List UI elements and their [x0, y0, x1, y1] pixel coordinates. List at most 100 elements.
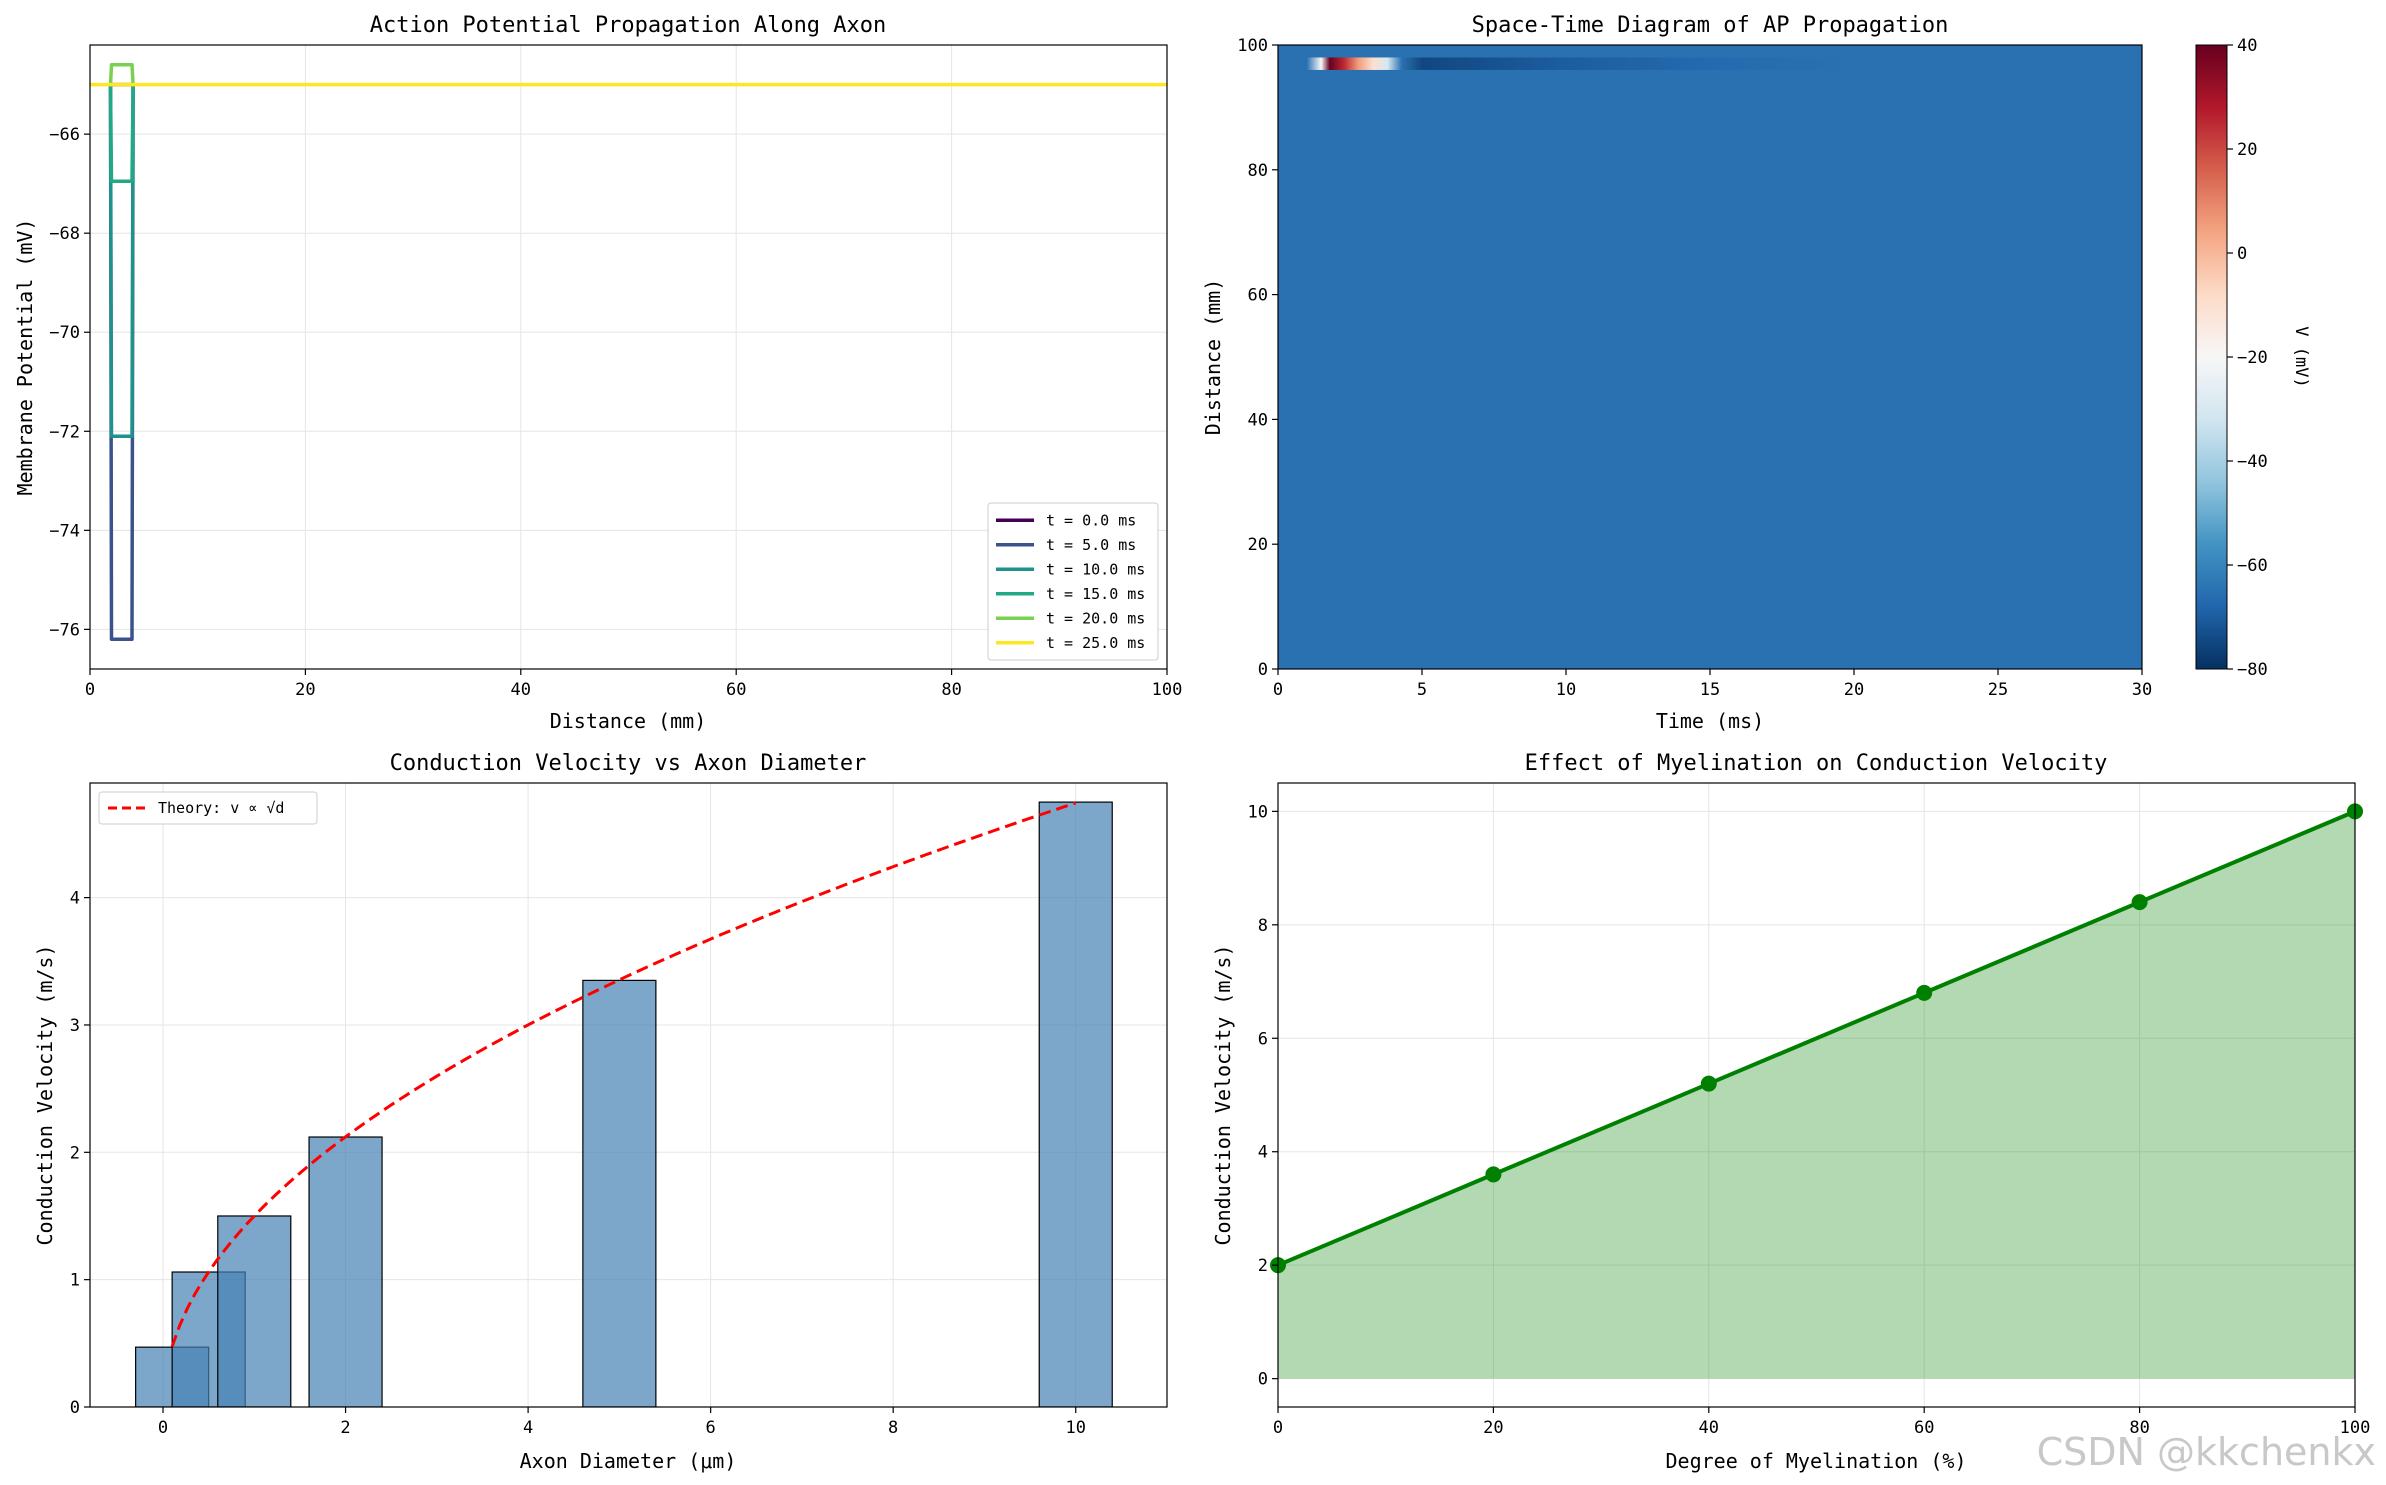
my-ytick-label: 8 [1258, 916, 1268, 936]
ap-ytick-label: −76 [49, 620, 80, 640]
cv-xtick-label: 10 [1065, 1418, 1085, 1438]
my-point-3 [1916, 984, 1933, 1001]
my-ylabel: Conduction Velocity (m/s) [1211, 944, 1235, 1245]
st-xtick-label: 0 [1273, 680, 1283, 700]
ap-legend-label: t = 15.0 ms [1046, 585, 1145, 603]
cv-title: Conduction Velocity vs Axon Diameter [390, 751, 867, 776]
cv-xtick-label: 0 [158, 1418, 168, 1438]
cv-theory-curve [170, 801, 1077, 1348]
st-xtick-label: 5 [1417, 680, 1427, 700]
my-xtick-label: 100 [2340, 1418, 2371, 1438]
ap-xtick-label: 40 [511, 680, 531, 700]
cv-ylabel: Conduction Velocity (m/s) [33, 944, 57, 1245]
st-ytick-label: 80 [1248, 161, 1268, 181]
st-ytick-label: 40 [1248, 410, 1268, 430]
my-ytick-label: 4 [1258, 1143, 1268, 1163]
ap-ytick-label: −72 [49, 422, 80, 442]
cv-xlabel: Axon Diameter (μm) [520, 1449, 737, 1473]
my-ytick-label: 10 [1248, 802, 1268, 822]
st-heatmap-background [1278, 45, 2142, 669]
cv-plot-frame [89, 782, 1168, 1408]
st-ylabel: Distance (mm) [1201, 279, 1225, 436]
cv-ytick-label: 1 [70, 1271, 80, 1291]
cv-bar-5 [1038, 801, 1113, 1407]
my-ytick-label: 0 [1258, 1370, 1268, 1390]
cv-bar-3 [308, 1136, 383, 1407]
ap-xtick-label: 80 [941, 680, 961, 700]
my-xtick-label: 60 [1914, 1418, 1934, 1438]
cv-panel: Conduction Velocity vs Axon Diameter 0 2 4… [33, 751, 1168, 1473]
cv-bar-4 [582, 979, 657, 1407]
st-ticks: 0 5 10 15 20 25 30 0 20 40 60 80 100 [1237, 36, 2152, 700]
ap-ylabel: Membrane Potential (mV) [13, 219, 37, 496]
ap-series-lines [90, 63, 1167, 642]
cb-tick-label: 40 [2237, 36, 2257, 56]
ap-xtick-label: 0 [85, 680, 95, 700]
cv-xtick-label: 6 [706, 1418, 716, 1438]
ap-legend-label: t = 0.0 ms [1046, 511, 1136, 529]
my-points [1270, 803, 2363, 1274]
st-ytick-label: 60 [1248, 286, 1268, 306]
st-panel: Space-Time Diagram of AP Propagation 0 5 1… [1201, 13, 2311, 733]
cv-xtick-label: 4 [523, 1418, 533, 1438]
cb-tick-label: 20 [2237, 140, 2257, 160]
st-xtick-label: 20 [1844, 680, 1864, 700]
cv-legend-label: Theory: v ∝ √d [158, 799, 284, 817]
my-ytick-label: 6 [1258, 1029, 1268, 1049]
cb-tick-label: −80 [2237, 660, 2268, 680]
cv-xtick-label: 8 [888, 1418, 898, 1438]
cv-ytick-label: 2 [70, 1143, 80, 1163]
ap-legend-label: t = 20.0 ms [1046, 609, 1145, 627]
ap-ytick-label: −74 [49, 521, 80, 541]
ap-legend: t = 0.0 ms t = 5.0 ms t = 10.0 ms t = 15.0 … [987, 502, 1159, 661]
cb-tick-label: −20 [2237, 348, 2268, 368]
st-xtick-label: 15 [1700, 680, 1720, 700]
my-title: Effect of Myelination on Conduction Velo… [1525, 751, 2108, 776]
my-ticks: 0 20 40 60 80 100 0 2 4 6 8 10 [1248, 802, 2371, 1438]
ap-plot-frame [89, 44, 1168, 670]
ap-ytick-label: −66 [49, 125, 80, 145]
ap-xtick-label: 20 [295, 680, 315, 700]
ap-legend-label: t = 10.0 ms [1046, 560, 1145, 578]
cv-xtick-label: 2 [340, 1418, 350, 1438]
ap-xtick-label: 60 [726, 680, 746, 700]
my-point-2 [1700, 1075, 1717, 1092]
st-colorbar-label: V (mV) [2291, 326, 2311, 387]
ap-series-line-4 [108, 63, 135, 85]
ap-series-line-1 [108, 84, 135, 642]
st-xtick-label: 25 [1988, 680, 2008, 700]
my-xtick-label: 40 [1699, 1418, 1719, 1438]
my-point-4 [2131, 894, 2148, 911]
my-ytick-label: 2 [1258, 1256, 1268, 1276]
cv-bars [135, 801, 1113, 1407]
ap-ticks: 0 20 40 60 80 100 −76 −74 −72 −70 −68 −66 [49, 125, 1182, 700]
st-ytick-label: 100 [1237, 36, 1268, 56]
ap-ytick-label: −68 [49, 224, 80, 244]
st-title: Space-Time Diagram of AP Propagation [1472, 13, 1949, 38]
st-xlabel: Time (ms) [1656, 709, 1764, 733]
st-xtick-label: 30 [2132, 680, 2152, 700]
my-plot-frame [1277, 782, 2356, 1408]
watermark: CSDN @kkchenkx [2037, 1430, 2376, 1474]
cb-tick-label: −40 [2237, 452, 2268, 472]
ap-series-line-2 [108, 84, 135, 438]
st-colorbar-ticks: −80 −60 −40 −20 0 20 40 [2227, 36, 2268, 680]
my-xtick-label: 0 [1273, 1418, 1283, 1438]
ap-legend-box [987, 502, 1159, 661]
cv-ticks: 0 2 4 6 8 10 0 1 2 3 4 [70, 889, 1086, 1438]
ap-title: Action Potential Propagation Along Axon [370, 13, 887, 38]
st-ytick-label: 20 [1248, 535, 1268, 555]
cv-bar-2 [217, 1215, 292, 1407]
st-ap-band [1306, 57, 1854, 70]
st-ytick-label: 0 [1258, 660, 1268, 680]
cb-tick-label: −60 [2237, 556, 2268, 576]
my-line [1278, 809, 2355, 1268]
cv-ytick-label: 0 [70, 1398, 80, 1418]
my-panel: Effect of Myelination on Conduction Velo… [1211, 751, 2370, 1473]
my-point-1 [1485, 1166, 1502, 1183]
my-fill-area [1278, 811, 2355, 1379]
cb-tick-label: 0 [2237, 244, 2247, 264]
cv-legend: Theory: v ∝ √d [98, 791, 318, 825]
ap-series-line-3 [108, 84, 135, 183]
